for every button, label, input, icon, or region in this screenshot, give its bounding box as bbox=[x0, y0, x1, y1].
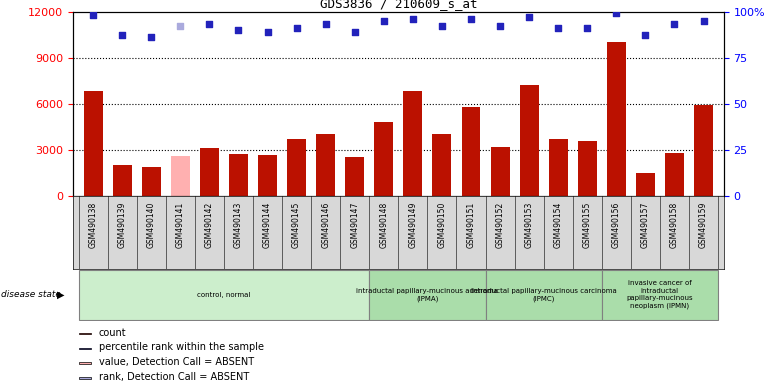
Bar bbox=[694, 105, 713, 196]
Text: rank, Detection Call = ABSENT: rank, Detection Call = ABSENT bbox=[99, 372, 249, 382]
Point bbox=[87, 12, 100, 18]
Text: intraductal papillary-mucinous carcinoma
(IPMC): intraductal papillary-mucinous carcinoma… bbox=[471, 288, 617, 302]
Point bbox=[203, 22, 215, 28]
Text: GSM490157: GSM490157 bbox=[641, 202, 650, 248]
Text: percentile rank within the sample: percentile rank within the sample bbox=[99, 343, 264, 353]
Bar bbox=[519, 85, 538, 196]
Bar bbox=[171, 156, 190, 196]
Text: GSM490142: GSM490142 bbox=[205, 202, 214, 248]
FancyBboxPatch shape bbox=[79, 270, 369, 319]
Text: GSM490146: GSM490146 bbox=[321, 202, 330, 248]
Point bbox=[116, 32, 129, 38]
Point bbox=[465, 16, 477, 22]
Text: GSM490156: GSM490156 bbox=[612, 202, 620, 248]
Text: GSM490143: GSM490143 bbox=[234, 202, 243, 248]
Bar bbox=[548, 139, 568, 196]
Point bbox=[611, 10, 623, 17]
Text: intraductal papillary-mucinous adenoma
(IPMA): intraductal papillary-mucinous adenoma (… bbox=[356, 288, 499, 302]
Point bbox=[378, 18, 390, 24]
Text: GSM490141: GSM490141 bbox=[176, 202, 185, 248]
Bar bbox=[200, 148, 219, 196]
Text: GSM490158: GSM490158 bbox=[670, 202, 679, 248]
Bar bbox=[80, 348, 91, 349]
Text: GSM490149: GSM490149 bbox=[408, 202, 417, 248]
Bar bbox=[258, 155, 277, 196]
Bar bbox=[80, 362, 91, 364]
Bar bbox=[229, 154, 248, 196]
FancyBboxPatch shape bbox=[369, 270, 486, 319]
Title: GDS3836 / 210609_s_at: GDS3836 / 210609_s_at bbox=[319, 0, 477, 10]
Bar bbox=[142, 167, 161, 196]
Text: GSM490159: GSM490159 bbox=[699, 202, 708, 248]
Text: GSM490151: GSM490151 bbox=[466, 202, 476, 248]
Point bbox=[290, 25, 303, 31]
Text: control, normal: control, normal bbox=[197, 292, 250, 298]
Bar bbox=[578, 141, 597, 196]
Bar bbox=[636, 173, 655, 196]
Text: value, Detection Call = ABSENT: value, Detection Call = ABSENT bbox=[99, 357, 254, 367]
Bar bbox=[433, 134, 451, 196]
Bar bbox=[80, 377, 91, 379]
Bar bbox=[490, 147, 509, 196]
Text: GSM490144: GSM490144 bbox=[263, 202, 272, 248]
Point bbox=[319, 22, 332, 28]
Point bbox=[349, 29, 361, 35]
Point bbox=[552, 25, 565, 31]
Text: GSM490154: GSM490154 bbox=[554, 202, 563, 248]
Text: count: count bbox=[99, 328, 126, 338]
Point bbox=[523, 14, 535, 20]
Bar bbox=[80, 333, 91, 334]
Point bbox=[581, 25, 594, 31]
Text: disease state: disease state bbox=[1, 290, 61, 299]
Point bbox=[407, 16, 419, 22]
Text: GSM490148: GSM490148 bbox=[379, 202, 388, 248]
Bar bbox=[607, 42, 626, 196]
Text: GSM490153: GSM490153 bbox=[525, 202, 534, 248]
Text: GSM490138: GSM490138 bbox=[89, 202, 97, 248]
Bar bbox=[665, 153, 684, 196]
Point bbox=[145, 34, 157, 40]
Text: GSM490147: GSM490147 bbox=[350, 202, 359, 248]
Bar bbox=[83, 91, 103, 196]
Text: ▶: ▶ bbox=[57, 290, 65, 300]
Text: GSM490150: GSM490150 bbox=[437, 202, 447, 248]
Text: GSM490139: GSM490139 bbox=[118, 202, 126, 248]
Point bbox=[668, 22, 680, 28]
FancyBboxPatch shape bbox=[602, 270, 718, 319]
Point bbox=[261, 29, 273, 35]
Bar bbox=[462, 107, 480, 196]
Text: invasive cancer of
intraductal
papillary-mucinous
neoplasm (IPMN): invasive cancer of intraductal papillary… bbox=[627, 280, 693, 309]
Point bbox=[232, 27, 244, 33]
Point bbox=[640, 32, 652, 38]
FancyBboxPatch shape bbox=[486, 270, 602, 319]
Text: GSM490145: GSM490145 bbox=[292, 202, 301, 248]
Point bbox=[174, 23, 186, 29]
Point bbox=[436, 23, 448, 29]
Text: GSM490152: GSM490152 bbox=[496, 202, 505, 248]
Bar bbox=[404, 91, 422, 196]
Bar bbox=[375, 122, 393, 196]
Bar bbox=[345, 157, 364, 196]
Text: GSM490140: GSM490140 bbox=[147, 202, 155, 248]
Text: GSM490155: GSM490155 bbox=[583, 202, 592, 248]
Bar bbox=[287, 139, 306, 196]
Bar bbox=[316, 134, 335, 196]
Point bbox=[494, 23, 506, 29]
Bar bbox=[113, 165, 132, 196]
Point bbox=[697, 18, 709, 24]
